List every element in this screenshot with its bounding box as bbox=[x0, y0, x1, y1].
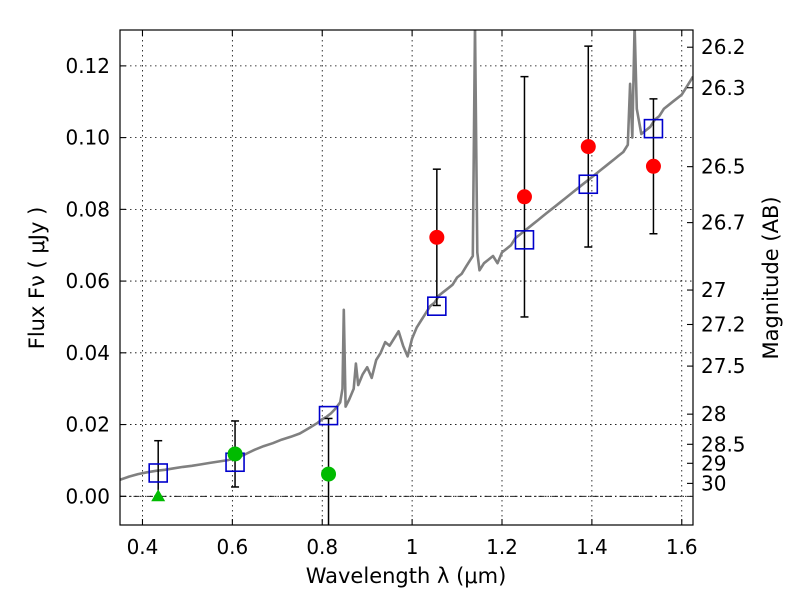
grid bbox=[120, 30, 693, 525]
model-square bbox=[148, 463, 168, 483]
plot-frame bbox=[119, 29, 694, 526]
green-point bbox=[321, 466, 337, 482]
right-tick-label: 30 bbox=[701, 471, 726, 495]
ticks bbox=[120, 30, 693, 525]
y-tick-label: 0.02 bbox=[65, 413, 110, 437]
right-tick-label: 28 bbox=[701, 402, 726, 426]
green-point bbox=[227, 446, 243, 462]
y-tick-label: 0.08 bbox=[65, 197, 110, 221]
y-tick-label: 0.04 bbox=[65, 341, 110, 365]
model-square bbox=[578, 174, 599, 195]
red-point bbox=[580, 139, 596, 155]
right-tick-label: 26.3 bbox=[701, 76, 746, 100]
x-axis-label: Wavelength λ (μm) bbox=[306, 564, 507, 588]
x-tick-label: 1.4 bbox=[576, 535, 608, 559]
red-point bbox=[645, 158, 661, 174]
spectrum-line bbox=[120, 30, 693, 482]
red-point bbox=[516, 189, 532, 205]
right-tick-label: 28.5 bbox=[701, 432, 746, 456]
right-tick-label: 29 bbox=[701, 451, 726, 475]
right-tick-label: 27 bbox=[701, 278, 726, 302]
right-tick-label: 27.5 bbox=[701, 354, 746, 378]
model-square bbox=[643, 118, 664, 139]
y-axis-label: Flux Fν ( μJy ) bbox=[25, 207, 49, 350]
model-spectrum bbox=[120, 30, 693, 482]
markers bbox=[148, 118, 664, 502]
x-tick-label: 1.6 bbox=[666, 535, 698, 559]
model-square bbox=[318, 405, 339, 426]
right-tick-label: 26.5 bbox=[701, 155, 746, 179]
right-tick-label: 26.2 bbox=[701, 35, 746, 59]
y-tick-label: 0.10 bbox=[65, 126, 110, 150]
model-square bbox=[514, 230, 535, 250]
right-tick-label: 26.7 bbox=[701, 211, 746, 235]
x-tick-label: 1 bbox=[406, 535, 419, 559]
green-triangle bbox=[151, 489, 166, 502]
right-axis-label: Magnitude (AB) bbox=[759, 196, 783, 359]
tick-labels: 0.4 0.6 0.8 1 1.2 1.4 1.6 0.00 0.02 0.04 0.06 0.08 0… bbox=[65, 35, 745, 559]
x-tick-label: 0.4 bbox=[127, 535, 159, 559]
y-tick-label: 0.00 bbox=[65, 484, 110, 508]
y-tick-label: 0.12 bbox=[65, 54, 110, 78]
x-tick-label: 0.6 bbox=[216, 535, 248, 559]
x-tick-label: 0.8 bbox=[306, 535, 338, 559]
right-tick-label: 27.2 bbox=[701, 312, 746, 336]
red-point bbox=[429, 229, 445, 245]
x-tick-label: 1.2 bbox=[486, 535, 518, 559]
y-tick-label: 0.06 bbox=[65, 269, 110, 293]
model-square bbox=[427, 296, 447, 316]
